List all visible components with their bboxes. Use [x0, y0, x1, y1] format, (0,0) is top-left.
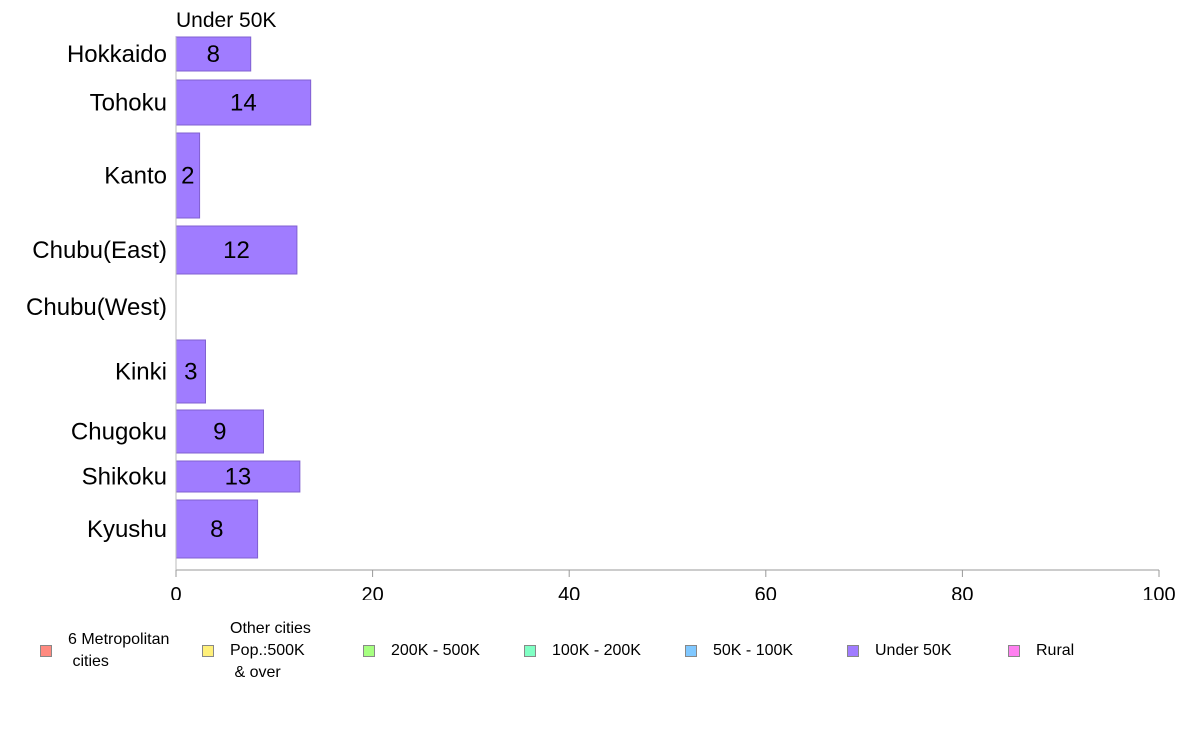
category-label: Kyushu — [87, 516, 167, 543]
x-axis: 0 20 40 60 80 100 — [170, 37, 1176, 600]
x-tick-label: 80 — [951, 584, 973, 600]
legend-item: Under 50K — [847, 618, 952, 684]
legend-swatch — [524, 645, 536, 657]
data-label: 3 — [184, 359, 197, 386]
category-label: Kinki — [115, 359, 167, 386]
legend-label: 50K - 100K — [713, 642, 794, 659]
x-tick-label: 0 — [170, 584, 181, 600]
legend: 6 Metropolitan cities Other cities Pop.:5… — [0, 618, 1188, 698]
data-label: 8 — [207, 41, 220, 68]
legend-label: Under 50K — [875, 642, 952, 659]
bar-chart: Under 50K Hokkaido Tohoku Kanto Chubu(East)… — [26, 9, 1176, 600]
bar-hokkaido — [175, 36, 252, 72]
legend-item: Rural — [1008, 618, 1074, 684]
category-label: Chugoku — [71, 419, 167, 446]
category-label: Hokkaido — [67, 41, 167, 68]
category-label: Tohoku — [90, 90, 167, 117]
data-label: 14 — [230, 90, 257, 117]
bar-kyushu — [175, 499, 259, 559]
legend-item: 6 Metropolitan cities — [40, 618, 169, 684]
category-label: Kanto — [104, 163, 167, 190]
category-labels: Hokkaido Tohoku Kanto Chubu(East) Chubu(West… — [26, 41, 167, 543]
legend-item: Other cities Pop.:500K & over — [202, 618, 311, 684]
data-label: 9 — [213, 419, 226, 446]
legend-swatch — [363, 645, 375, 657]
legend-label: 6 Metropolitan cities — [68, 631, 170, 670]
bars-group — [175, 36, 312, 559]
legend-swatch — [847, 645, 859, 657]
legend-label: Other cities Pop.:500K & over — [230, 620, 311, 681]
legend-swatch — [40, 645, 52, 657]
legend-item: 100K - 200K — [524, 618, 641, 684]
legend-item: 50K - 100K — [685, 618, 793, 684]
category-label: Chubu(West) — [26, 294, 167, 321]
bar-kinki — [175, 339, 206, 404]
x-tick-label: 60 — [755, 584, 777, 600]
bar-chubu-east — [175, 225, 298, 275]
x-tick-label: 100 — [1142, 584, 1175, 600]
legend-swatch — [1008, 645, 1020, 657]
bar-shikoku — [175, 460, 301, 493]
category-label: Shikoku — [82, 464, 167, 491]
legend-item: 200K - 500K — [363, 618, 480, 684]
x-tick-label: 40 — [558, 584, 580, 600]
category-label: Chubu(East) — [32, 237, 167, 264]
data-label: 8 — [210, 516, 223, 543]
legend-label: 200K - 500K — [391, 642, 480, 659]
legend-swatch — [685, 645, 697, 657]
data-label: 2 — [181, 163, 194, 190]
series-title: Under 50K — [176, 9, 276, 32]
legend-label: 100K - 200K — [552, 642, 641, 659]
data-label: 13 — [225, 464, 252, 491]
legend-swatch — [202, 645, 214, 657]
bar-tohoku — [175, 79, 312, 126]
data-label: 12 — [223, 237, 250, 264]
x-tick-label: 20 — [361, 584, 383, 600]
bar-chugoku — [175, 409, 264, 454]
legend-label: Rural — [1036, 642, 1075, 659]
